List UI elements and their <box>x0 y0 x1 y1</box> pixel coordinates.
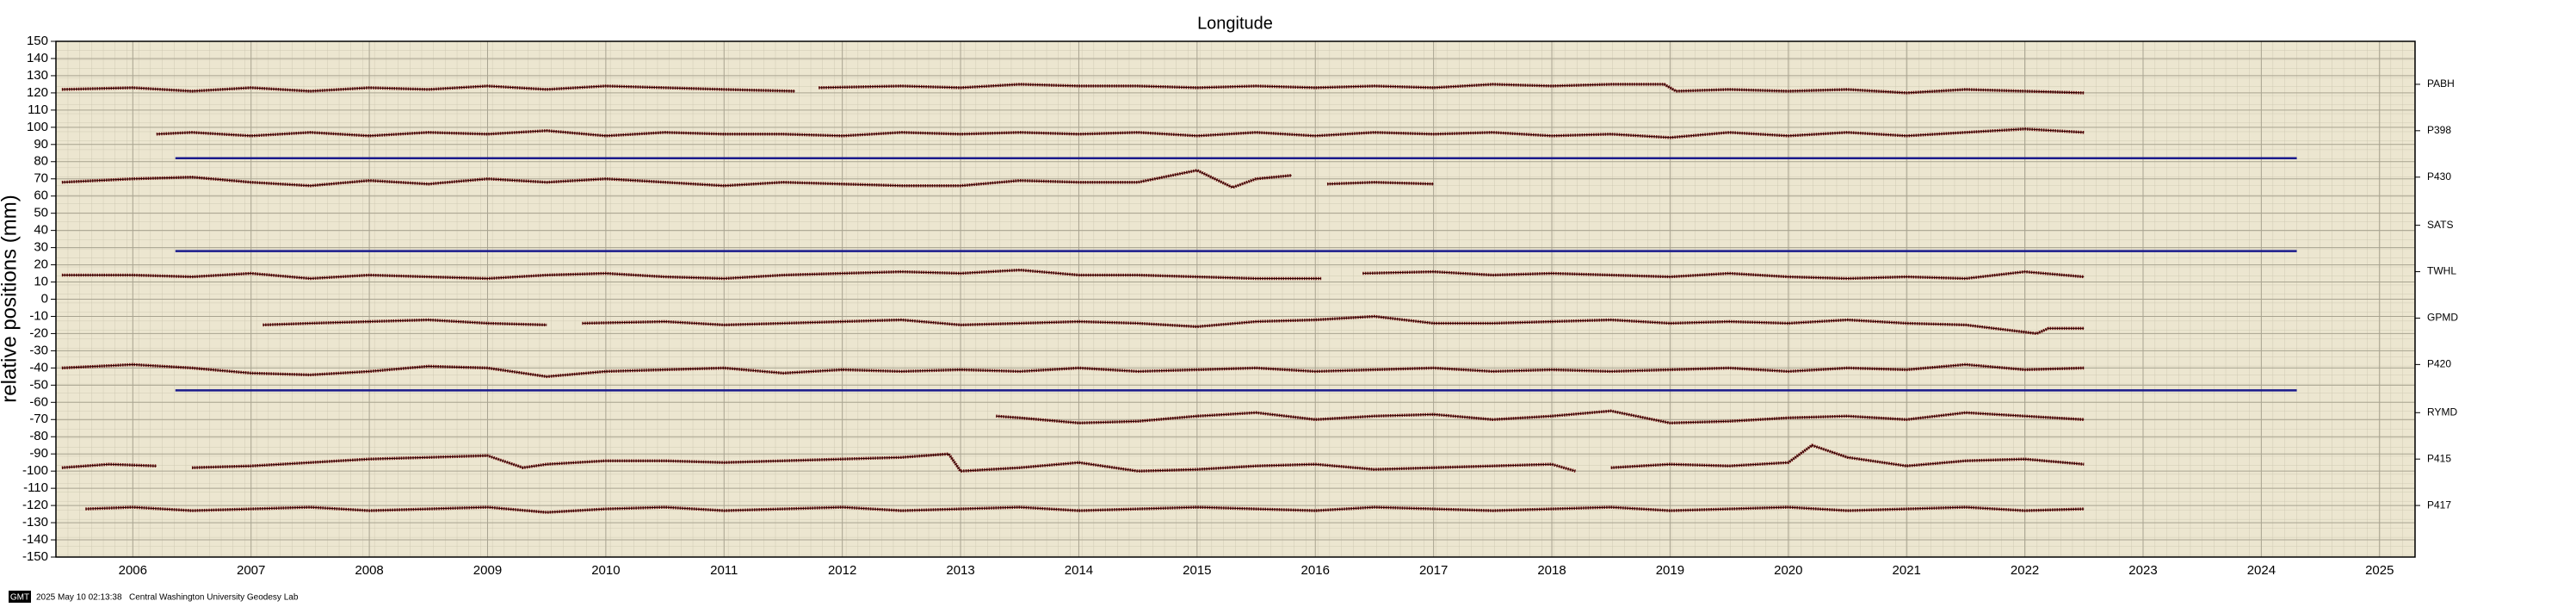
y-tick-label: 140 <box>27 51 48 65</box>
y-tick-label: 70 <box>34 171 48 186</box>
station-label: PABH <box>2427 77 2455 90</box>
y-tick-label: -120 <box>22 498 48 512</box>
x-tick-label: 2018 <box>1537 563 1566 578</box>
y-tick-label: -130 <box>22 515 48 530</box>
x-tick-label: 2024 <box>2247 563 2276 578</box>
y-tick-label: 90 <box>34 137 48 152</box>
station-series-core <box>61 363 2085 377</box>
y-tick-label: -60 <box>29 394 48 409</box>
y-tick-label: 0 <box>41 291 48 306</box>
x-tick-label: 2008 <box>355 563 383 578</box>
y-tick-label: -10 <box>29 308 48 323</box>
station-series-core <box>61 84 2085 94</box>
y-tick-label: -20 <box>29 325 48 340</box>
station-series-core <box>263 315 2085 334</box>
x-tick-label: 2019 <box>1656 563 1684 578</box>
station-label: P417 <box>2427 499 2451 511</box>
station-label: P398 <box>2427 124 2451 136</box>
y-tick-label: 80 <box>34 154 48 169</box>
y-tick-label: -50 <box>29 377 48 392</box>
station-label: TWHL <box>2427 265 2456 277</box>
station-series-core <box>156 128 2085 139</box>
y-tick-label: 30 <box>34 240 48 255</box>
x-tick-label: 2020 <box>1774 563 1802 578</box>
x-tick-label: 2007 <box>237 563 265 578</box>
y-tick-label: 20 <box>34 257 48 272</box>
y-tick-label: -90 <box>29 446 48 461</box>
x-tick-label: 2014 <box>1065 563 1093 578</box>
y-tick-label: -140 <box>22 532 48 547</box>
x-tick-label: 2022 <box>2011 563 2039 578</box>
y-tick-label: 110 <box>28 102 48 117</box>
badge-text: GMT <box>10 593 29 603</box>
x-tick-label: 2025 <box>2365 563 2394 578</box>
station-series-core <box>996 410 2085 424</box>
x-tick-label: 2011 <box>710 563 738 578</box>
station-label: P420 <box>2427 358 2451 370</box>
x-tick-label: 2010 <box>591 563 620 578</box>
chart-title: Longitude <box>1197 14 1273 33</box>
y-tick-label: 130 <box>27 68 48 83</box>
y-tick-label: -150 <box>22 549 48 564</box>
x-tick-label: 2013 <box>946 563 974 578</box>
y-tick-label: -70 <box>29 412 48 426</box>
y-tick-label: -30 <box>29 343 48 357</box>
x-tick-label: 2009 <box>473 563 502 578</box>
x-tick-label: 2006 <box>119 563 147 578</box>
station-series-core <box>61 170 1434 189</box>
station-series-core <box>61 269 2085 280</box>
y-tick-label: 10 <box>34 275 48 289</box>
y-tick-label: 40 <box>34 223 48 238</box>
credit: Central Washington University Geodesy La… <box>129 593 299 603</box>
x-tick-label: 2016 <box>1301 563 1330 578</box>
x-tick-label: 2017 <box>1419 563 1448 578</box>
y-tick-label: 150 <box>27 34 48 48</box>
station-series-core <box>85 506 2085 513</box>
station-label: P415 <box>2427 452 2451 464</box>
y-tick-label: 100 <box>27 120 48 134</box>
y-tick-label: 120 <box>27 85 48 100</box>
x-tick-label: 2015 <box>1183 563 1211 578</box>
y-tick-label: 60 <box>34 189 48 203</box>
y-axis-label: relative positions (mm) <box>0 195 21 402</box>
station-label: P430 <box>2427 170 2451 183</box>
timestamp: 2025 May 10 02:13:38 <box>36 593 122 603</box>
y-tick-label: 50 <box>34 206 48 220</box>
y-tick-label: -40 <box>29 360 48 375</box>
x-tick-label: 2021 <box>1893 563 1921 578</box>
gmt-badge <box>9 591 31 603</box>
y-tick-label: -100 <box>22 463 48 478</box>
y-tick-label: -80 <box>29 429 48 443</box>
station-label: GPMD <box>2427 312 2458 324</box>
station-label: RYMD <box>2427 406 2457 418</box>
y-tick-label: -110 <box>23 480 48 495</box>
station-series-core <box>61 444 2085 472</box>
station-label: SATS <box>2427 219 2453 231</box>
x-tick-label: 2023 <box>2128 563 2157 578</box>
x-tick-label: 2012 <box>828 563 856 578</box>
